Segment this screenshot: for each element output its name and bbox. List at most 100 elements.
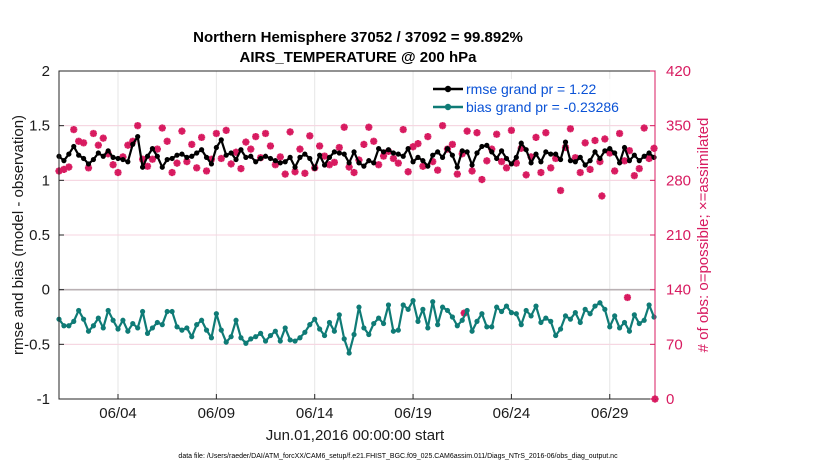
obs-count-marker <box>335 143 343 152</box>
obs-count-marker <box>316 142 324 150</box>
rmse-point <box>213 144 219 151</box>
bias-point <box>449 314 455 320</box>
obs-count-marker <box>468 167 476 175</box>
obs-count-marker <box>242 138 250 146</box>
obs-count-marker <box>237 165 245 173</box>
obs-count-marker <box>542 129 550 137</box>
rmse-point <box>95 150 101 156</box>
obs-count-marker <box>370 137 378 145</box>
rmse-point <box>626 158 633 164</box>
rmse-point <box>592 149 598 155</box>
rmse-point <box>474 150 480 156</box>
bias-point <box>376 315 382 321</box>
bias-point <box>125 328 131 334</box>
bias-point <box>253 334 259 340</box>
bias-point <box>543 315 549 321</box>
bias-point <box>184 325 190 331</box>
obs-count-marker <box>586 165 594 173</box>
bias-point <box>331 328 337 334</box>
obs-count-markers <box>55 122 659 403</box>
x-axis-label: Jun.01,2016 00:00:00 start <box>266 427 445 444</box>
bias-point <box>484 324 490 330</box>
obs-count-marker <box>94 141 102 149</box>
bias-point <box>602 306 608 312</box>
rmse-point <box>110 154 116 160</box>
rmse-point <box>297 154 303 160</box>
x-tick-label: 06/04 <box>99 405 137 422</box>
bias-point <box>577 319 583 326</box>
bias-point <box>425 325 431 331</box>
chart-subtitle: AIRS_TEMPERATURE @ 200 hPa <box>240 49 478 66</box>
rmse-point <box>503 155 510 162</box>
bias-point <box>199 317 205 323</box>
rmse-point <box>553 151 559 157</box>
rmse-point <box>115 155 121 162</box>
bias-point <box>169 308 175 315</box>
rmse-point <box>351 149 357 155</box>
rmse-point <box>139 164 146 170</box>
bias-point <box>400 302 406 308</box>
bias-point <box>223 339 229 345</box>
obs-count-marker <box>532 133 540 141</box>
obs-count-marker <box>394 159 402 167</box>
bias-point <box>356 304 362 310</box>
obs-count-marker <box>261 129 270 138</box>
rmse-point <box>607 146 613 152</box>
obs-count-marker <box>89 129 98 138</box>
rmse-point <box>636 158 642 164</box>
x-tick-label: 06/14 <box>296 405 334 422</box>
rmse-point <box>498 148 505 154</box>
bias-point <box>366 331 372 338</box>
obs-count-marker <box>360 140 368 149</box>
x-tick-label: 06/29 <box>591 405 629 422</box>
bias-point <box>435 322 441 328</box>
rmse-point <box>307 155 313 162</box>
bias-point <box>90 323 97 329</box>
rmse-point <box>312 165 318 171</box>
bias-point <box>130 320 136 327</box>
rmse-point <box>287 154 293 160</box>
rmse-point <box>380 149 387 155</box>
bias-point <box>612 313 618 319</box>
obs-count-marker <box>556 186 565 195</box>
rmse-point <box>336 150 342 156</box>
bias-point <box>238 335 244 341</box>
bias-point <box>312 316 318 322</box>
rmse-point <box>513 154 519 160</box>
bias-point <box>317 326 323 332</box>
rmse-point <box>130 141 136 147</box>
y-right-axis-label: # of obs: o=possible; ×=assimilated <box>695 118 712 353</box>
bias-point <box>277 338 283 344</box>
bias-point <box>105 307 111 314</box>
rmse-point <box>228 150 234 156</box>
obs-count-marker <box>375 161 383 169</box>
rmse-point <box>169 155 175 162</box>
obs-count-marker <box>502 164 511 172</box>
bias-point <box>607 324 613 330</box>
rmse-point <box>164 156 170 163</box>
rmse-point <box>439 154 446 160</box>
obs-count-marker <box>547 164 555 172</box>
bias-point <box>390 328 396 334</box>
bias-point <box>164 308 170 315</box>
bias-point <box>371 320 377 327</box>
bias-point <box>267 332 274 339</box>
obs-count-marker <box>79 139 88 147</box>
legend-box <box>429 79 647 119</box>
obs-count-marker <box>286 128 294 136</box>
rmse-point <box>105 148 111 154</box>
rmse-point <box>262 153 269 159</box>
rmse-point <box>223 152 229 158</box>
y-right-axis-ticks: 0 70 140 210 280 350 420 <box>650 63 691 408</box>
bias-point <box>208 335 215 341</box>
y-right-tick-label: 140 <box>666 282 691 299</box>
obs-count-marker <box>434 166 442 174</box>
bias-point <box>641 317 647 323</box>
obs-count-marker <box>109 161 117 169</box>
bias-point <box>120 317 126 323</box>
rmse-point <box>253 159 259 165</box>
y-axis-ticks: -1 -0.5 0 0.5 1 1.5 2 <box>24 63 64 408</box>
rmse-point <box>80 155 87 162</box>
x-tick-label: 06/09 <box>198 405 236 422</box>
rmse-point <box>243 154 249 160</box>
